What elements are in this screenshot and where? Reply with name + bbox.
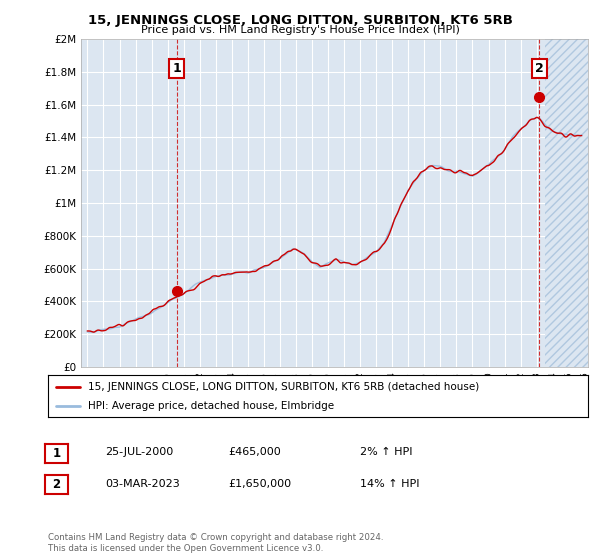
Text: Contains HM Land Registry data © Crown copyright and database right 2024.
This d: Contains HM Land Registry data © Crown c… <box>48 533 383 553</box>
Text: 1: 1 <box>172 62 181 75</box>
Text: 2: 2 <box>52 478 61 492</box>
Text: 2: 2 <box>535 62 544 75</box>
Text: £1,650,000: £1,650,000 <box>228 479 291 489</box>
Text: 14% ↑ HPI: 14% ↑ HPI <box>360 479 419 489</box>
Text: 1: 1 <box>52 446 61 460</box>
Text: 25-JUL-2000: 25-JUL-2000 <box>105 447 173 458</box>
Text: 2% ↑ HPI: 2% ↑ HPI <box>360 447 413 458</box>
Bar <box>545 39 588 367</box>
Text: 03-MAR-2023: 03-MAR-2023 <box>105 479 180 489</box>
Bar <box>545 39 588 367</box>
Text: £465,000: £465,000 <box>228 447 281 458</box>
Text: Price paid vs. HM Land Registry's House Price Index (HPI): Price paid vs. HM Land Registry's House … <box>140 25 460 35</box>
Text: HPI: Average price, detached house, Elmbridge: HPI: Average price, detached house, Elmb… <box>89 401 335 411</box>
Text: 15, JENNINGS CLOSE, LONG DITTON, SURBITON, KT6 5RB (detached house): 15, JENNINGS CLOSE, LONG DITTON, SURBITO… <box>89 381 480 391</box>
Text: 15, JENNINGS CLOSE, LONG DITTON, SURBITON, KT6 5RB: 15, JENNINGS CLOSE, LONG DITTON, SURBITO… <box>88 14 512 27</box>
